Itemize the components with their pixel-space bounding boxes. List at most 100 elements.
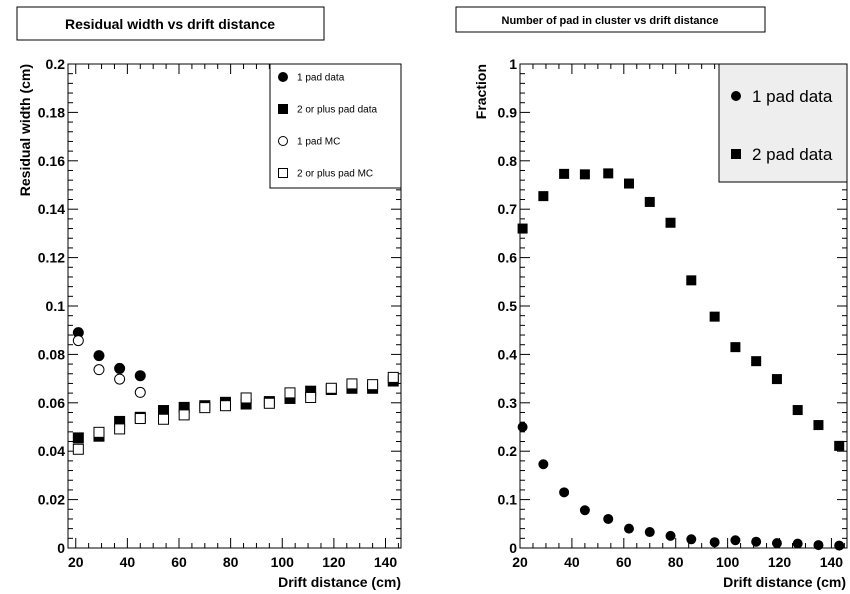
left-x-tick-label: 20 [68,554,84,570]
left-y-tick-label: 0.12 [38,250,65,266]
right-y-tick-label: 0.3 [498,395,518,411]
left-legend-label: 2 or plus pad MC [297,169,373,180]
right-x-tick-label: 60 [616,554,632,570]
right-y-tick-label: 0.9 [498,104,518,120]
right-point-filled-square [813,420,824,431]
right-point-filled-circle [517,422,528,432]
right-legend [718,63,848,183]
right-point-filled-circle [538,459,549,470]
right-legend-entries: 1 pad data 2 pad data [731,87,833,164]
left-point-open-square [284,387,296,399]
right-point-filled-circle [686,534,697,545]
left-chart: Residual width vs drift distance 20 40 60 8… [16,6,402,590]
left-y-tick-label: 0.02 [38,492,65,508]
left-point-filled-circle [114,362,126,374]
right-y-axis-title: Fraction [473,64,489,119]
left-legend-entries: 1 pad data 2 or plus pad data 1 pad MC 2 or… [278,72,377,180]
right-y-tick-label: 0.6 [498,250,518,266]
left-point-open-circle [134,386,146,398]
left-point-open-square [263,397,275,409]
left-y-tick-label: 0.04 [38,443,65,459]
left-point-open-circle [72,335,84,347]
right-point-filled-square [771,374,782,385]
left-y-tick-label: 0.06 [38,395,65,411]
right-point-filled-circle [771,538,782,549]
left-point-open-square [387,371,399,383]
right-legend-marker [731,149,741,159]
right-point-filled-square [730,342,741,353]
left-point-filled-circle [93,350,105,362]
right-legend-marker [731,91,741,101]
right-chart-title-box [455,6,766,33]
left-legend-marker [278,136,288,146]
right-point-filled-circle [665,530,676,541]
right-point-filled-square [579,169,590,180]
left-point-open-square [346,378,358,390]
left-y-tick-label: 0.18 [38,104,65,120]
right-chart: Number of pad in cluster vs drift distan… [455,6,848,590]
right-y-tick-label: 0.7 [498,201,518,217]
left-y-tick-label: 0.1 [46,298,66,314]
right-y-tick-label: 0.2 [498,443,518,459]
right-point-filled-circle [579,505,590,516]
left-y-axis-title: Residual width (cm) [17,64,33,196]
left-point-open-square [134,413,146,425]
left-x-tick-label: 40 [120,554,136,570]
right-y-tick-label: 0 [509,540,517,556]
left-legend-label: 2 or plus pad data [297,105,377,116]
left-point-open-square [367,379,379,391]
right-point-filled-square [624,178,634,189]
left-point-open-square [240,392,252,404]
right-y-tick-label: 0.8 [498,153,518,169]
left-point-open-square [178,409,190,421]
right-point-filled-square [538,191,549,202]
left-legend-marker [278,168,288,178]
left-point-open-square [158,413,170,425]
left-legend-label: 1 pad data [297,73,345,84]
right-point-filled-circle [644,527,655,538]
left-data-marks [72,327,399,455]
left-x-tick-label: 60 [171,554,187,570]
right-point-filled-square [686,275,697,286]
left-y-tick-label: 0.2 [46,56,66,72]
left-point-filled-square [72,432,84,444]
left-point-open-square [199,402,211,414]
right-point-filled-square [603,168,614,179]
left-point-open-circle [114,373,126,385]
right-x-tick-label: 20 [512,554,528,570]
left-y-tick-label: 0.16 [38,153,65,169]
left-point-open-square [305,391,317,403]
right-y-tick-label: 1 [509,56,517,72]
right-point-filled-square [517,223,528,234]
right-y-tick-label: 0.1 [498,492,518,508]
left-x-tick-label: 100 [271,554,295,570]
right-point-filled-square [834,440,845,451]
left-point-filled-circle [134,370,146,382]
left-x-tick-label: 80 [223,554,239,570]
left-point-open-circle [93,364,105,376]
left-legend [269,63,402,189]
right-data-marks [517,168,845,551]
right-point-filled-circle [751,536,762,547]
left-legend-label: 1 pad MC [297,137,340,148]
right-point-filled-circle [834,540,845,551]
right-chart-title: Number of pad in cluster vs drift distan… [502,15,719,27]
right-point-filled-square [709,311,720,322]
left-point-open-square [93,426,105,438]
left-x-axis-title: Drift distance (cm) [278,574,401,590]
right-y-tick-label: 0.4 [498,346,518,362]
left-y-tick-label: 0.14 [38,201,65,217]
left-y-tick-label: 0 [57,540,65,556]
right-point-filled-circle [730,535,741,546]
right-point-filled-circle [792,538,803,549]
right-legend-label: 2 pad data [752,145,833,164]
right-point-filled-square [559,168,570,179]
right-point-filled-square [644,196,655,207]
right-x-tick-label: 80 [668,554,684,570]
right-point-filled-circle [624,523,634,534]
right-point-filled-circle [603,513,614,524]
right-x-tick-label: 140 [820,554,844,570]
right-x-tick-label: 120 [768,554,792,570]
left-legend-marker [278,72,288,82]
left-chart-title: Residual width vs drift distance [65,16,275,32]
